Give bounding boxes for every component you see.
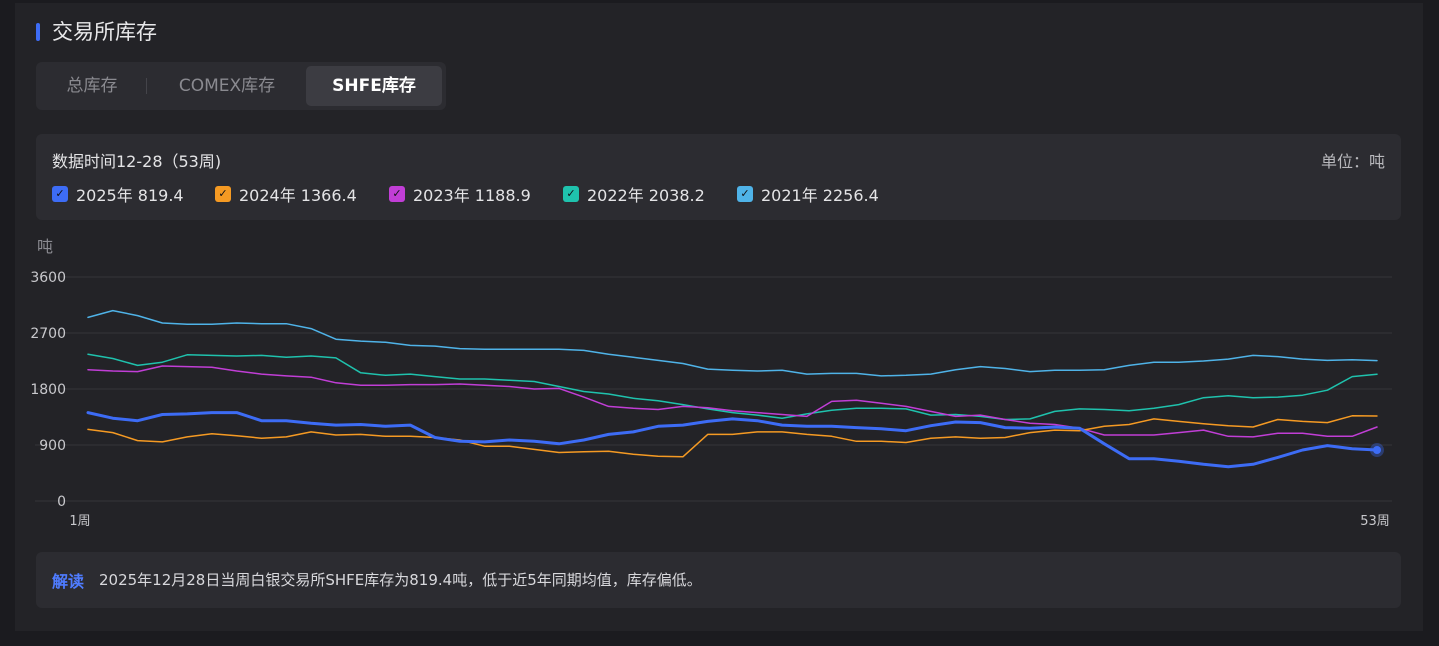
legend-label: 2023年 1188.9 <box>413 186 531 205</box>
unit-label: 单位：吨 <box>1320 152 1385 171</box>
chart-info-box: 数据时间12-28（53周) 单位：吨 ✓ 2025年 819.4 ✓ 2024… <box>36 134 1401 220</box>
section-title: 交易所库存 <box>52 20 157 44</box>
data-date-label: 数据时间12-28（53周) <box>52 152 222 171</box>
legend-item-2023[interactable]: ✓ 2023年 1188.9 <box>389 182 531 206</box>
x-tick-label-end: 53周 <box>1360 514 1390 529</box>
y-axis-unit-label: 吨 <box>37 237 53 256</box>
legend-item-2021[interactable]: ✓ 2021年 2256.4 <box>737 182 879 206</box>
checkbox-checked-icon[interactable]: ✓ <box>52 186 68 202</box>
legend-item-2025[interactable]: ✓ 2025年 819.4 <box>52 182 184 206</box>
interpretation-text: 2025年12月28日当周白银交易所SHFE库存为819.4吨，低于近5年同期均… <box>99 571 702 589</box>
series-line-2024年 <box>87 415 1378 458</box>
inventory-line-chart[interactable]: 吨 0 900 1800 2700 3600 1周 53周 <box>15 3 1423 543</box>
series-line-2021年 <box>87 309 1378 377</box>
legend-label: 2025年 819.4 <box>76 186 184 205</box>
checkbox-checked-icon[interactable]: ✓ <box>737 186 753 202</box>
y-tick-label: 2700 <box>30 326 66 342</box>
y-tick-label: 3600 <box>30 270 66 286</box>
legend-item-2024[interactable]: ✓ 2024年 1366.4 <box>215 182 357 206</box>
tab-group: 总库存 COMEX库存 SHFE库存 <box>36 62 446 110</box>
series-line-2025年 <box>86 411 1379 469</box>
series-line-2023年 <box>87 365 1378 438</box>
legend-label: 2022年 2038.2 <box>587 186 705 205</box>
tab-shfe-inventory[interactable]: SHFE库存 <box>306 66 442 106</box>
inventory-panel: 交易所库存 总库存 COMEX库存 SHFE库存 数据时间12-28（53周) … <box>15 3 1423 631</box>
interpretation-box: 解读 2025年12月28日当周白银交易所SHFE库存为819.4吨，低于近5年… <box>36 552 1401 608</box>
last-point-marker <box>1373 446 1381 455</box>
tab-comex-inventory[interactable]: COMEX库存 <box>178 76 276 96</box>
legend-label: 2021年 2256.4 <box>761 186 879 205</box>
title-accent-bar <box>36 23 40 41</box>
series-line-2022年 <box>87 353 1378 421</box>
x-tick-label-start: 1周 <box>69 514 90 529</box>
y-tick-label: 0 <box>57 494 66 510</box>
legend-label: 2024年 1366.4 <box>239 186 357 205</box>
interpretation-tag-text: 解读 <box>52 572 85 591</box>
interpretation-tag: 解读 <box>52 568 84 592</box>
checkbox-checked-icon[interactable]: ✓ <box>215 186 231 202</box>
y-tick-label: 1800 <box>30 382 66 398</box>
tab-total-inventory[interactable]: 总库存 <box>66 76 118 96</box>
checkbox-checked-icon[interactable]: ✓ <box>563 186 579 202</box>
legend-item-2022[interactable]: ✓ 2022年 2038.2 <box>563 182 705 206</box>
tab-divider <box>146 78 147 94</box>
y-tick-label: 900 <box>39 438 66 454</box>
checkbox-checked-icon[interactable]: ✓ <box>389 186 405 202</box>
